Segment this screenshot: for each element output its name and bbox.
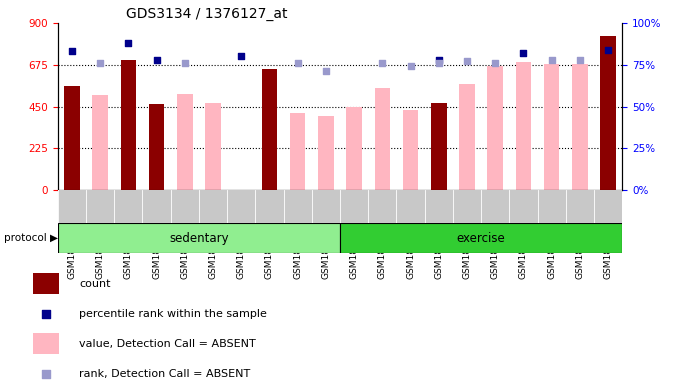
Bar [572,64,588,190]
Point [180,60,190,66]
Point [433,57,444,63]
Bar [205,103,221,190]
Bar [403,110,418,190]
Point [236,53,247,60]
Point [490,60,500,66]
Bar [262,70,277,190]
Bar [375,88,390,190]
Bar [346,107,362,190]
Bar [33,333,59,354]
Point [602,47,613,53]
Bar [459,84,475,190]
Point [546,57,557,63]
Bar [64,86,80,190]
Point [575,57,585,63]
Bar [340,223,622,253]
Bar [290,113,305,190]
Text: GDS3134 / 1376127_at: GDS3134 / 1376127_at [126,7,287,21]
Point [123,40,134,46]
Point [95,60,105,66]
Text: sedentary: sedentary [169,232,228,245]
Bar [149,104,165,190]
Point [292,60,303,66]
Bar [120,60,136,190]
Bar [431,103,447,190]
Point [433,60,444,66]
Text: exercise: exercise [457,232,505,245]
Bar [92,95,108,190]
Point [518,50,529,56]
Point [462,58,473,65]
Text: protocol ▶: protocol ▶ [4,233,58,243]
Point [41,311,52,317]
Point [320,68,331,74]
Bar [318,116,334,190]
Point [67,48,78,55]
Bar [177,94,192,190]
Bar [488,66,503,190]
Bar [600,36,616,190]
Bar [33,273,59,294]
Text: value, Detection Call = ABSENT: value, Detection Call = ABSENT [79,339,256,349]
Point [41,371,52,377]
Bar [58,223,340,253]
Text: percentile rank within the sample: percentile rank within the sample [79,309,267,319]
Text: rank, Detection Call = ABSENT: rank, Detection Call = ABSENT [79,369,250,379]
Bar [544,64,560,190]
Point [151,57,162,63]
Point [377,60,388,66]
Text: count: count [79,279,110,289]
Bar [515,62,531,190]
Point [405,63,416,70]
